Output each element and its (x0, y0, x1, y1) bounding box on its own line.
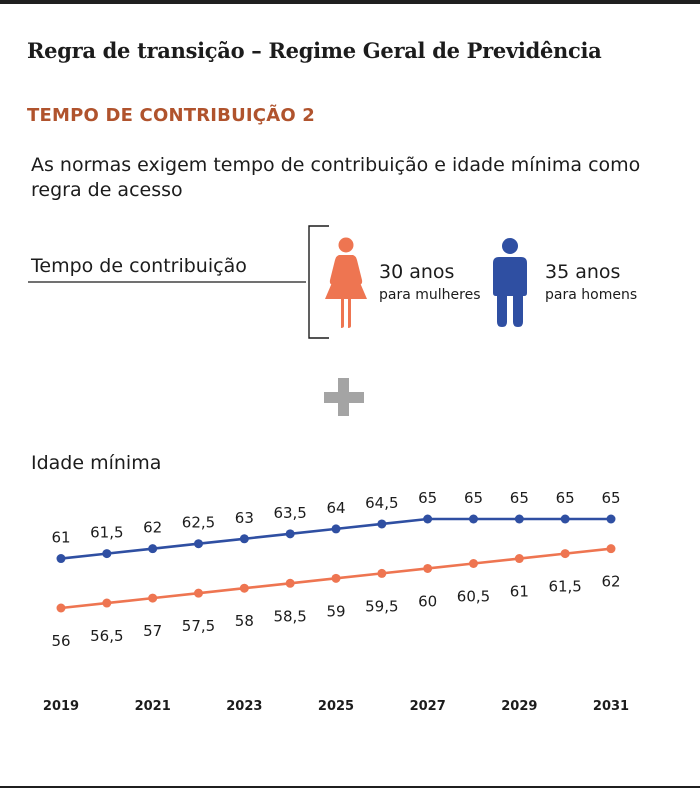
x-tick-label: 2027 (410, 699, 446, 714)
series-1-data-label: 63,5 (273, 504, 306, 522)
series-1-data-label: 65 (556, 489, 575, 507)
series-2-data-label: 57 (143, 622, 162, 640)
series-1-data-label: 65 (601, 489, 620, 507)
x-tick-label: 2021 (135, 699, 171, 714)
series-2-data-label: 56,5 (90, 627, 123, 645)
contribution-time-label: Tempo de contribuição (31, 255, 247, 277)
series-1-point (377, 519, 387, 529)
series-1-data-label: 65 (510, 489, 529, 507)
series-2-point (606, 544, 616, 554)
series-1-point (148, 544, 158, 554)
series-2-point (285, 578, 295, 588)
minimum-age-chart: 61 61,5 62 62,5 63 63,5 64 64,5 65 65 65 65 65 56 56,5… (43, 489, 629, 714)
men-contribution-value: 35 anos (545, 261, 621, 283)
series-1-point (331, 524, 341, 534)
x-tick-label: 2025 (318, 699, 354, 714)
series-2-point (469, 559, 478, 568)
series-1-data-label: 64 (326, 499, 345, 517)
series-1-point (560, 514, 570, 524)
series-1-data-label: 62,5 (182, 514, 215, 532)
x-tick-label: 2031 (593, 699, 629, 714)
series-2-data-label: 58 (235, 612, 254, 630)
series-2-data-label: 61,5 (548, 578, 581, 596)
series-2-data-label: 61 (510, 583, 529, 601)
series-1-point (102, 549, 112, 559)
x-tick-label: 2019 (43, 699, 79, 714)
series-1-point (606, 514, 616, 524)
series-1-data-label: 62 (143, 519, 162, 537)
chart-title: Regra de transição – Regime Geral de Pre… (27, 38, 602, 63)
series-2-point (377, 568, 387, 578)
series-1-data-label: 65 (464, 489, 483, 507)
women-contribution-sub: para mulheres (379, 287, 481, 303)
series-1-data-label: 64,5 (365, 494, 398, 512)
series-2-point (331, 573, 341, 583)
bottom-rule (0, 786, 700, 788)
series-2-point (148, 593, 158, 603)
requirements-diagram (28, 225, 527, 416)
chart-subtitle: TEMPO DE CONTRIBUIÇÃO 2 (27, 105, 316, 126)
x-tick-label: 2029 (501, 699, 537, 714)
plus-icon (324, 378, 364, 416)
series-2-point (239, 583, 249, 593)
series-2-point (56, 603, 66, 613)
series-1-point (194, 539, 203, 549)
series-2-point (194, 588, 203, 598)
women-contribution-value: 30 anos (379, 261, 455, 283)
series-2-data-label: 60 (418, 592, 437, 610)
series-2-point (514, 554, 524, 564)
series-1-point (423, 514, 433, 524)
men-contribution-sub: para homens (545, 287, 638, 303)
series-2-data-label: 56 (51, 632, 70, 650)
series-2-point (102, 598, 112, 608)
minimum-age-label: Idade mínima (31, 452, 162, 474)
series-1-data-label: 61 (51, 529, 70, 547)
man-icon (493, 238, 527, 327)
series-2-data-label: 60,5 (457, 588, 490, 606)
series-2-point (423, 563, 433, 573)
series-1-point (239, 534, 249, 544)
woman-icon (325, 237, 367, 328)
series-1-data-label: 61,5 (90, 524, 123, 542)
series-1-point (285, 529, 295, 539)
top-rule (0, 0, 700, 4)
x-tick-label: 2023 (226, 699, 262, 714)
series-1-point (469, 514, 478, 524)
series-1-data-label: 63 (235, 509, 254, 527)
series-2-data-label: 57,5 (182, 617, 215, 635)
series-2-data-label: 59,5 (365, 597, 398, 615)
series-2-data-label: 62 (601, 573, 620, 591)
series-1-data-label: 65 (418, 489, 437, 507)
series-1-point (56, 554, 66, 564)
bracket (308, 225, 329, 339)
series-2-data-label: 58,5 (273, 607, 306, 625)
series-1-point (514, 514, 524, 524)
description-text: As normas exigem tempo de contribuição e… (31, 154, 641, 201)
series-2-point (560, 549, 570, 559)
series-2-data-label: 59 (326, 602, 345, 620)
